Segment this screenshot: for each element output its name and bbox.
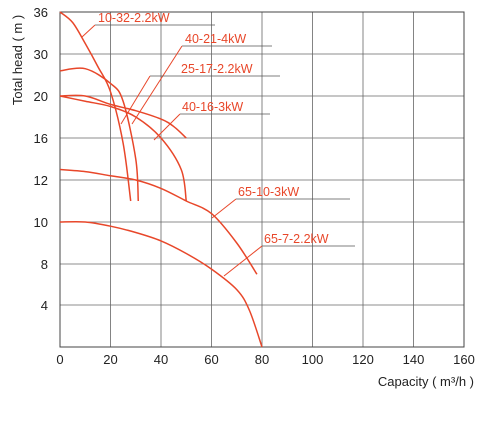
label-leader-line xyxy=(131,45,183,125)
label-leader-line xyxy=(81,24,96,38)
curves xyxy=(59,11,263,348)
label-leader-line xyxy=(211,198,237,219)
series-curve-40-21-4kW xyxy=(59,95,187,202)
x-tick-label: 120 xyxy=(352,352,374,367)
x-tick-label: 100 xyxy=(302,352,324,367)
x-tick-label: 20 xyxy=(103,352,117,367)
gridlines xyxy=(59,11,465,348)
curve-label-40-16-3kW: 40-16-3kW xyxy=(182,100,243,114)
x-tick-label: 40 xyxy=(154,352,168,367)
x-tick-label: 60 xyxy=(204,352,218,367)
y-tick-label: 8 xyxy=(41,257,48,272)
curve-labels: 10-32-2.2kW 40-21-4kW 25-17-2.2kW 40-16-3kW… xyxy=(81,11,355,277)
y-tick-label: 4 xyxy=(41,298,48,313)
x-tick-label: 160 xyxy=(453,352,475,367)
series-curve-65-7-2.2kW xyxy=(59,220,263,348)
curve-label-25-17-2.2kW: 25-17-2.2kW xyxy=(181,62,253,76)
x-tick-label: 140 xyxy=(403,352,425,367)
y-tick-label: 30 xyxy=(34,47,48,62)
y-tick-label: 20 xyxy=(34,89,48,104)
y-axis-label: Total head ( m ) xyxy=(10,15,25,105)
series-curve-40-16-3kW xyxy=(59,94,187,139)
y-tick-label: 36 xyxy=(34,5,48,20)
label-leader-line xyxy=(223,245,263,277)
tick-labels: 0 20 40 60 80 100 120 140 160 4 8 10 12 16 20 30 36 xyxy=(34,5,475,367)
curve-label-40-21-4kW: 40-21-4kW xyxy=(185,32,246,46)
curve-label-65-10-3kW: 65-10-3kW xyxy=(238,185,299,199)
x-tick-label: 0 xyxy=(56,352,63,367)
y-tick-label: 16 xyxy=(34,131,48,146)
series-curve-10-32-2.2kW xyxy=(59,11,132,202)
curve-label-10-32-2.2kW: 10-32-2.2kW xyxy=(98,11,170,25)
y-tick-label: 12 xyxy=(34,173,48,188)
series-curve-25-17-2.2kW xyxy=(59,67,140,202)
x-tick-label: 80 xyxy=(255,352,269,367)
label-leader-line xyxy=(120,75,151,125)
curve-label-65-7-2.2kW: 65-7-2.2kW xyxy=(264,232,329,246)
series-curve-65-10-3kW xyxy=(59,168,258,275)
y-tick-label: 10 xyxy=(34,215,48,230)
label-leader-line xyxy=(153,113,181,141)
x-axis-label: Capacity ( m³/h ) xyxy=(378,374,474,389)
